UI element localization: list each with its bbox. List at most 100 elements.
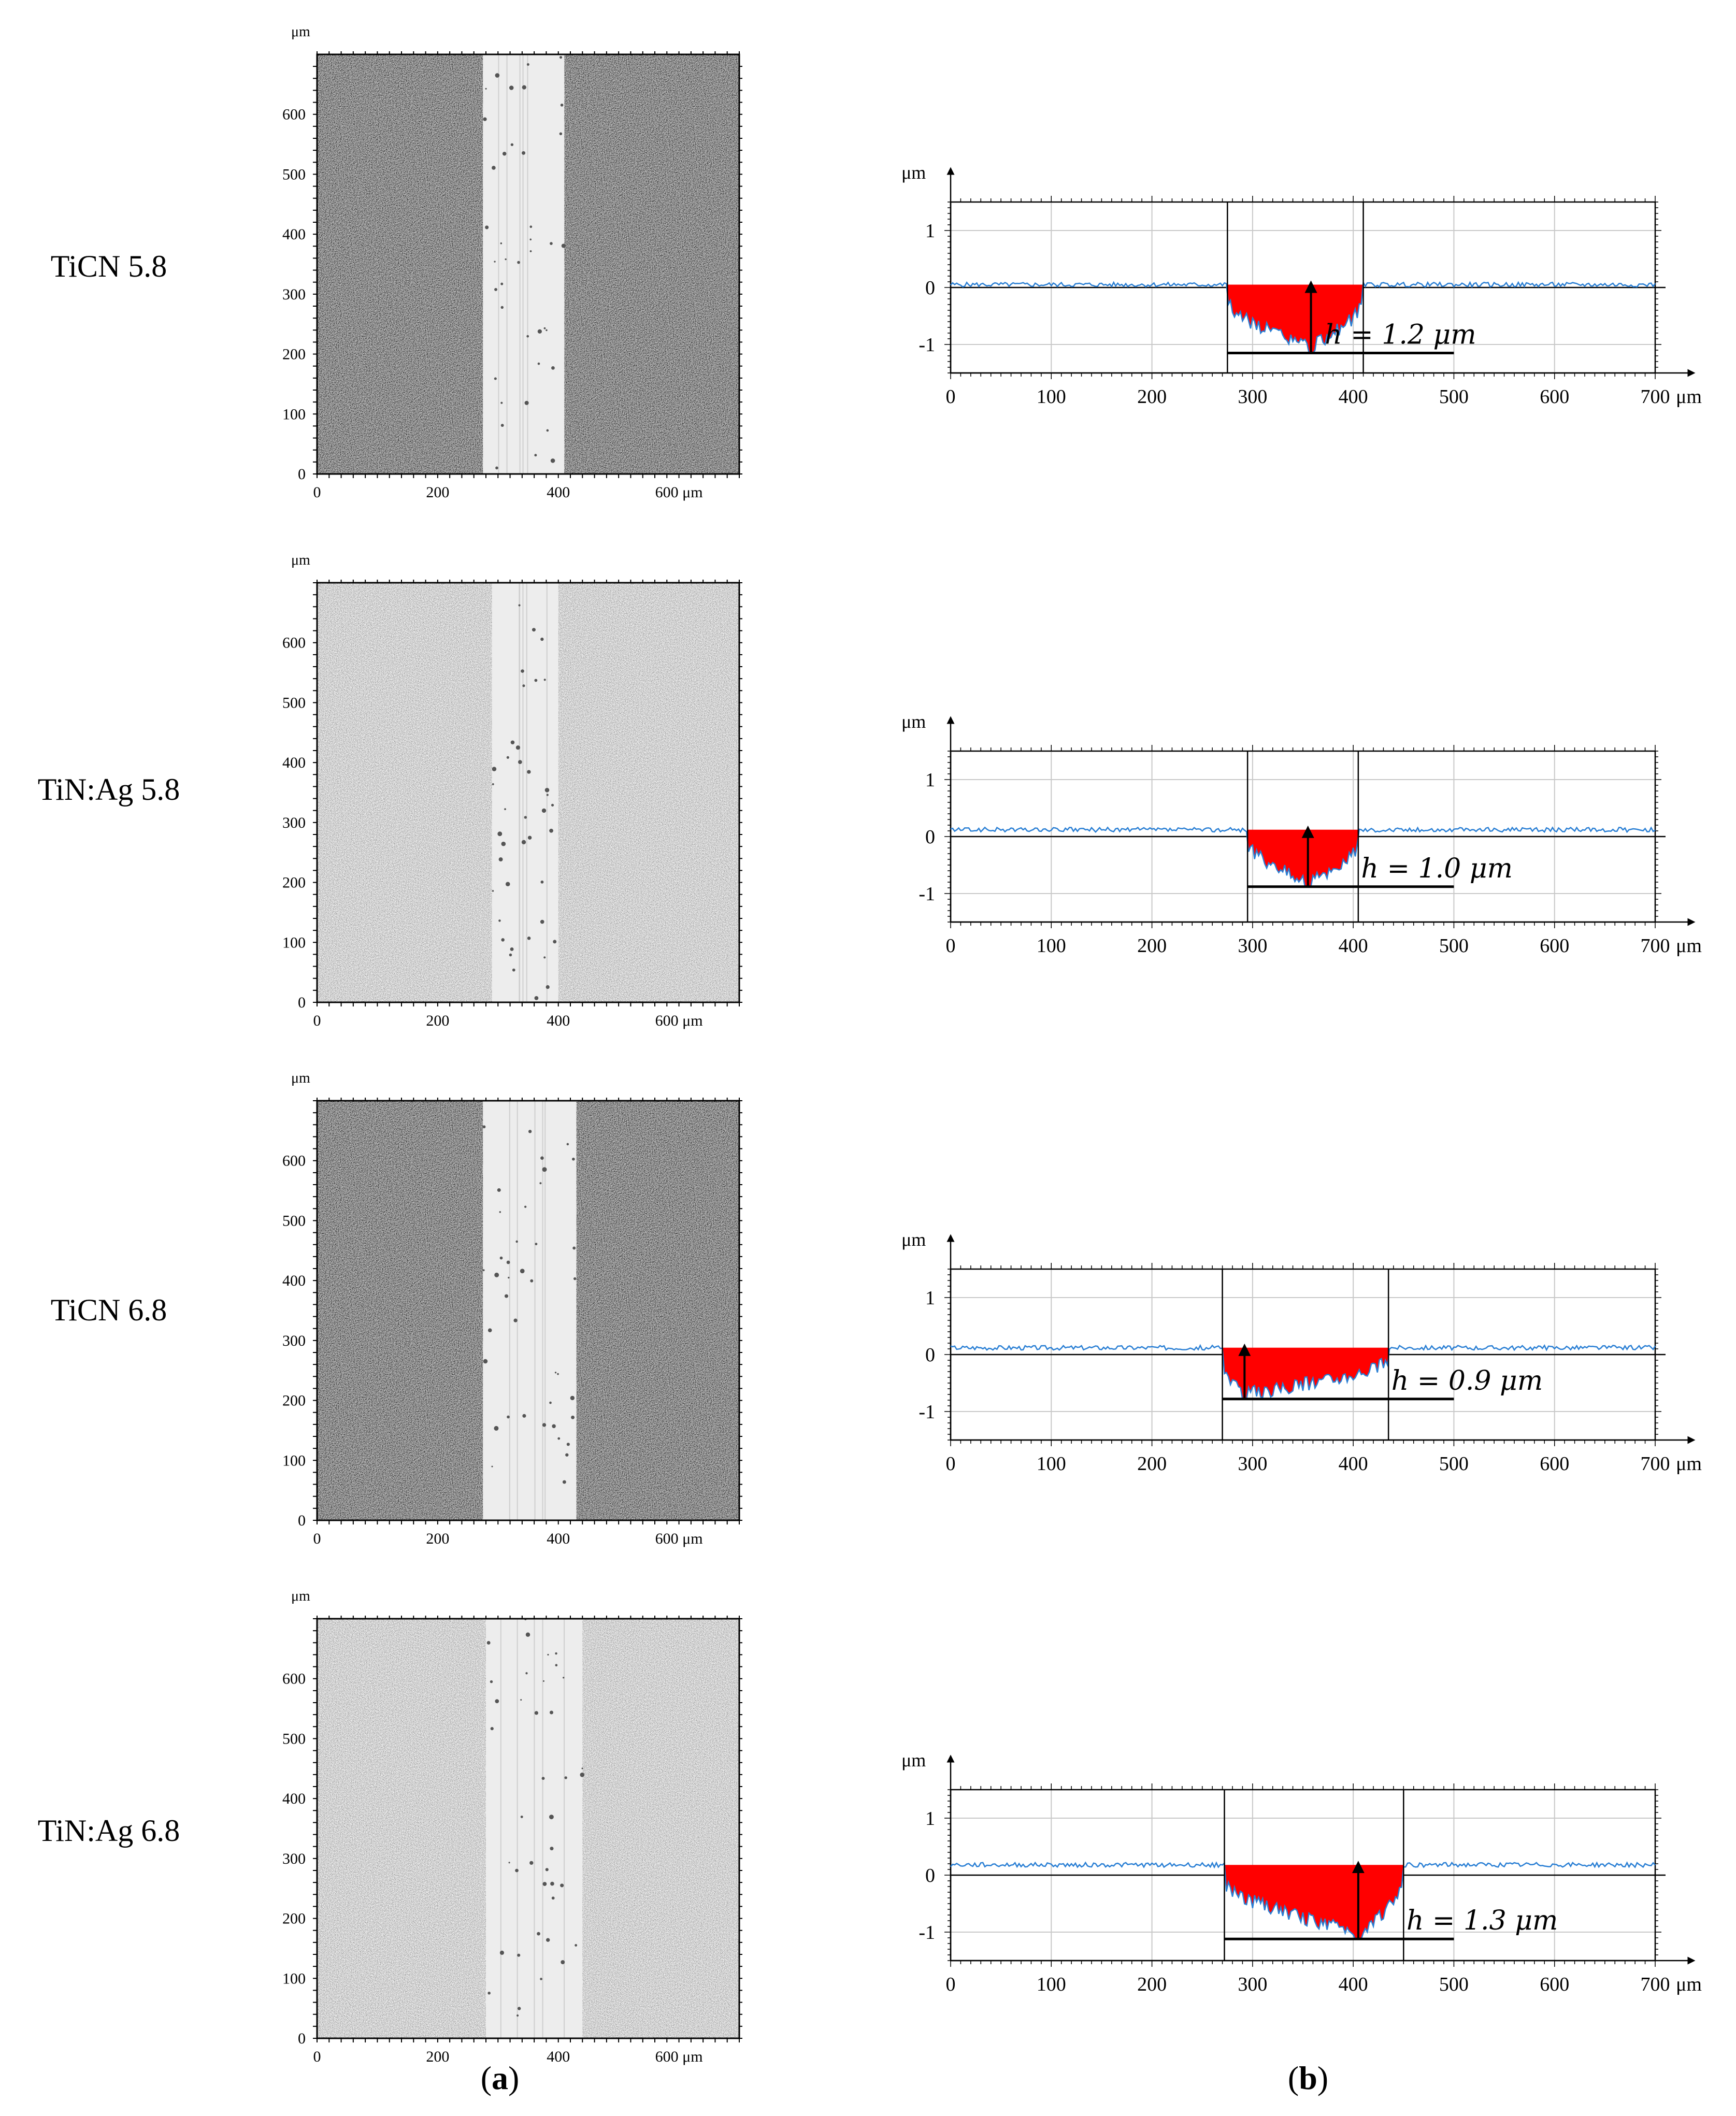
track-speck-0-29 <box>529 238 532 241</box>
track-speck-1-21 <box>492 767 497 771</box>
micro-xtick-label-1-2: 400 <box>547 1012 570 1029</box>
micro-ytick-label-0-3: 300 <box>282 286 306 303</box>
track-speck-3-37 <box>520 1699 522 1701</box>
track-speck-3-4 <box>555 1652 557 1655</box>
profile-yunit-0: μm <box>901 162 926 183</box>
track-speck-0-17 <box>485 225 489 229</box>
micro-ytick-label-3-0: 0 <box>298 2030 306 2047</box>
track-speck-0-4 <box>494 287 497 291</box>
micro-ytick-label-2-2: 200 <box>282 1392 306 1409</box>
track-speck-2-17 <box>554 1372 557 1374</box>
track-speck-3-8 <box>499 1950 504 1955</box>
profile-xtick-label-0-5: 500 <box>1439 386 1469 408</box>
row-label-tinag-5-8: TiN:Ag 5.8 <box>37 772 180 807</box>
micro-xtick-label-1-1: 200 <box>426 1012 449 1029</box>
micro-ytick-label-2-5: 500 <box>282 1212 306 1229</box>
micro-xtick-label-0-1: 200 <box>426 484 449 501</box>
profile-ytick-label-0-1: 0 <box>925 277 935 299</box>
track-speck-1-19 <box>510 740 515 745</box>
track-speck-3-39 <box>561 1960 565 1964</box>
track-speck-2-22 <box>573 1277 577 1280</box>
track-speck-3-24 <box>517 2014 519 2017</box>
track-speck-2-21 <box>557 1373 559 1375</box>
track-speck-2-27 <box>507 1415 510 1419</box>
track-speck-3-17 <box>546 1938 550 1942</box>
track-speck-1-25 <box>541 808 547 813</box>
track-speck-3-6 <box>555 1664 558 1667</box>
micro-unit-1: μm <box>291 552 310 568</box>
micro-xtick-label-3-3: 600 μm <box>655 2048 703 2065</box>
track-speck-2-2 <box>557 1437 561 1440</box>
track-speck-0-37 <box>524 400 529 405</box>
micro-ytick-label-3-4: 400 <box>282 1790 306 1807</box>
track-speck-1-34 <box>546 794 549 796</box>
micro-ytick-label-0-2: 200 <box>282 346 306 363</box>
track-speck-2-37 <box>520 1269 525 1274</box>
micro-ytick-label-2-6: 600 <box>282 1153 306 1170</box>
track-speck-3-26 <box>550 1847 554 1851</box>
caption-b: (b) <box>1287 2060 1329 2096</box>
track-speck-1-2 <box>543 679 546 681</box>
profile-yunit-2: μm <box>901 1229 926 1250</box>
profile-ytick-label-1-0: 1 <box>925 769 935 791</box>
track-speck-2-26 <box>566 1143 569 1146</box>
profile-xtick-label-2-7: 700 <box>1641 1453 1670 1475</box>
track-speck-1-18 <box>509 953 512 957</box>
track-speck-3-15 <box>580 1772 585 1777</box>
track-speck-0-19 <box>517 261 520 264</box>
track-speck-0-6 <box>560 103 564 107</box>
profile-xtick-label-2-3: 300 <box>1238 1453 1267 1475</box>
micrograph-frame-1 <box>316 582 740 1003</box>
track-speck-0-7 <box>559 132 563 135</box>
profile-ytick-label-1-2: -1 <box>919 883 935 905</box>
track-speck-0-11 <box>494 377 497 380</box>
profile-xtick-label-1-1: 100 <box>1037 935 1066 957</box>
row-label-tinag-6-8: TiN:Ag 6.8 <box>37 1813 180 1848</box>
micro-ytick-label-1-2: 200 <box>282 874 306 891</box>
track-speck-2-5 <box>494 1272 499 1277</box>
profile-xtick-label-2-6: 600 <box>1540 1453 1569 1475</box>
groove-fill-0 <box>1227 282 1364 353</box>
micro-ytick-label-1-6: 600 <box>282 635 306 652</box>
track-speck-1-38 <box>510 947 514 951</box>
track-speck-1-39 <box>497 831 503 837</box>
track-speck-2-39 <box>570 1395 575 1401</box>
track-speck-2-4 <box>562 1480 566 1484</box>
track-speck-3-12 <box>549 1815 554 1820</box>
track-speck-3-29 <box>515 1868 519 1873</box>
micro-ytick-label-3-6: 600 <box>282 1671 306 1688</box>
track-speck-0-24 <box>551 366 555 370</box>
track-speck-1-17 <box>551 803 554 807</box>
track-speck-1-11 <box>512 968 515 972</box>
profile-ytick-label-0-0: 1 <box>925 220 935 242</box>
profile-yunit-1: μm <box>901 711 926 732</box>
track-speck-2-38 <box>524 1205 527 1208</box>
micro-xtick-label-3-0: 0 <box>313 2048 321 2065</box>
track-speck-2-29 <box>487 1328 492 1332</box>
track-speck-3-5 <box>545 1868 549 1872</box>
track-speck-3-10 <box>520 1816 523 1818</box>
micro-ytick-label-0-0: 0 <box>298 466 306 483</box>
micro-xtick-label-2-0: 0 <box>313 1530 321 1547</box>
track-speck-1-4 <box>492 890 494 892</box>
track-speck-3-1 <box>581 1767 583 1769</box>
track-speck-0-23 <box>550 458 555 463</box>
track-speck-1-5 <box>534 679 538 682</box>
track-speck-2-14 <box>483 1359 488 1364</box>
track-speck-3-3 <box>542 1680 544 1682</box>
profile-xunit-2: μm <box>1676 1453 1702 1475</box>
depth-label-0: h = 1.2 μm <box>1325 320 1476 351</box>
track-speck-0-0 <box>522 85 526 90</box>
track-speck-2-13 <box>506 1260 510 1264</box>
profile-ytick-label-2-2: -1 <box>919 1401 935 1423</box>
profile-xtick-label-1-0: 0 <box>946 935 956 957</box>
micro-ytick-label-0-5: 500 <box>282 166 306 183</box>
track-speck-2-34 <box>572 1246 576 1250</box>
track-speck-3-25 <box>508 1862 510 1864</box>
profile-xtick-label-2-1: 100 <box>1037 1453 1066 1475</box>
profile-line-2 <box>950 1344 1656 1400</box>
track-speck-3-30 <box>486 1641 491 1645</box>
profile-line-1 <box>950 826 1656 888</box>
profile-xtick-label-0-0: 0 <box>946 386 956 408</box>
track-speck-3-34 <box>495 1699 499 1704</box>
